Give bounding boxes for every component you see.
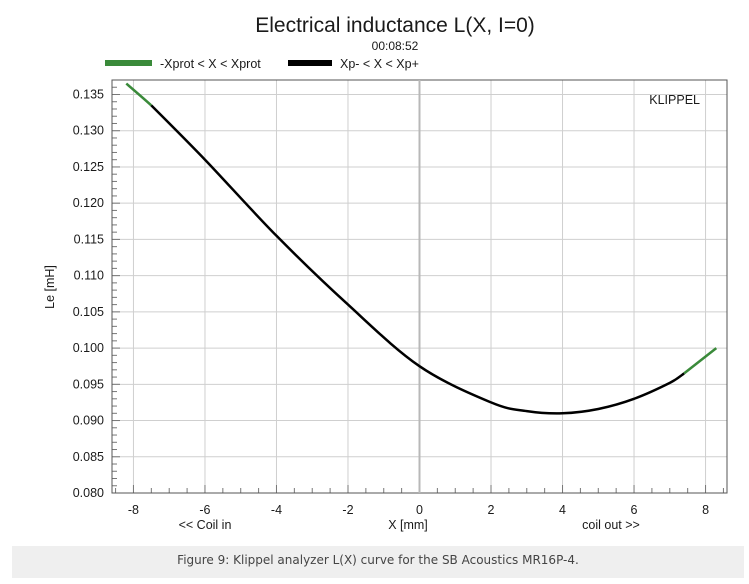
y-tick-label: 0.105 (73, 305, 104, 319)
series-line-operating (150, 104, 685, 415)
x-annotation-coil-out: coil out >> (582, 518, 640, 532)
brand-label: KLIPPEL (649, 93, 700, 107)
y-tick-label: 0.125 (73, 160, 104, 174)
y-tick-labels: 0.080 0.085 0.090 0.095 0.100 0.105 0.110 0.115… (73, 87, 104, 500)
series-layer (125, 82, 718, 415)
y-tick-label: 0.100 (73, 341, 104, 355)
x-tick-label: 2 (488, 503, 495, 517)
legend-label-operating: Xp- < X < Xp+ (340, 57, 419, 71)
x-tick-label: 6 (631, 503, 638, 517)
x-tick-label: -8 (128, 503, 139, 517)
y-tick-label: 0.095 (73, 377, 104, 391)
y-tick-label: 0.135 (73, 87, 104, 101)
y-tick-label: 0.130 (73, 124, 104, 138)
chart-timestamp: 00:08:52 (372, 39, 419, 53)
figure-panel: Electrical inductance L(X, I=0) 00:08:52… (12, 0, 744, 578)
x-annotation-coil-in: << Coil in (179, 518, 232, 532)
figure-caption: Figure 9: Klippel analyzer L(X) curve fo… (177, 553, 579, 567)
y-tick-label: 0.085 (73, 450, 104, 464)
inductance-chart: Electrical inductance L(X, I=0) 00:08:52… (12, 0, 744, 546)
x-tick-label: -6 (199, 503, 210, 517)
y-tick-label: 0.080 (73, 486, 104, 500)
y-tick-label: 0.110 (74, 269, 104, 283)
x-tick-labels: -8 -6 -4 -2 0 2 4 6 8 (128, 503, 709, 517)
y-tick-label: 0.120 (73, 196, 104, 210)
x-axis-label: X [mm] (388, 518, 428, 532)
y-tick-label: 0.090 (73, 414, 104, 428)
x-tick-label: -4 (271, 503, 282, 517)
y-axis-label: Le [mH] (43, 265, 57, 309)
x-tick-label: 8 (702, 503, 709, 517)
y-tick-label: 0.115 (74, 232, 104, 246)
series-line-protected-right (683, 347, 718, 375)
x-tick-label: -2 (342, 503, 353, 517)
x-tick-label: 0 (416, 503, 423, 517)
x-tick-label: 4 (559, 503, 566, 517)
series-line-protected-left (125, 82, 153, 107)
legend-label-protected: -Xprot < X < Xprot (160, 57, 261, 71)
chart-title: Electrical inductance L(X, I=0) (255, 14, 535, 37)
